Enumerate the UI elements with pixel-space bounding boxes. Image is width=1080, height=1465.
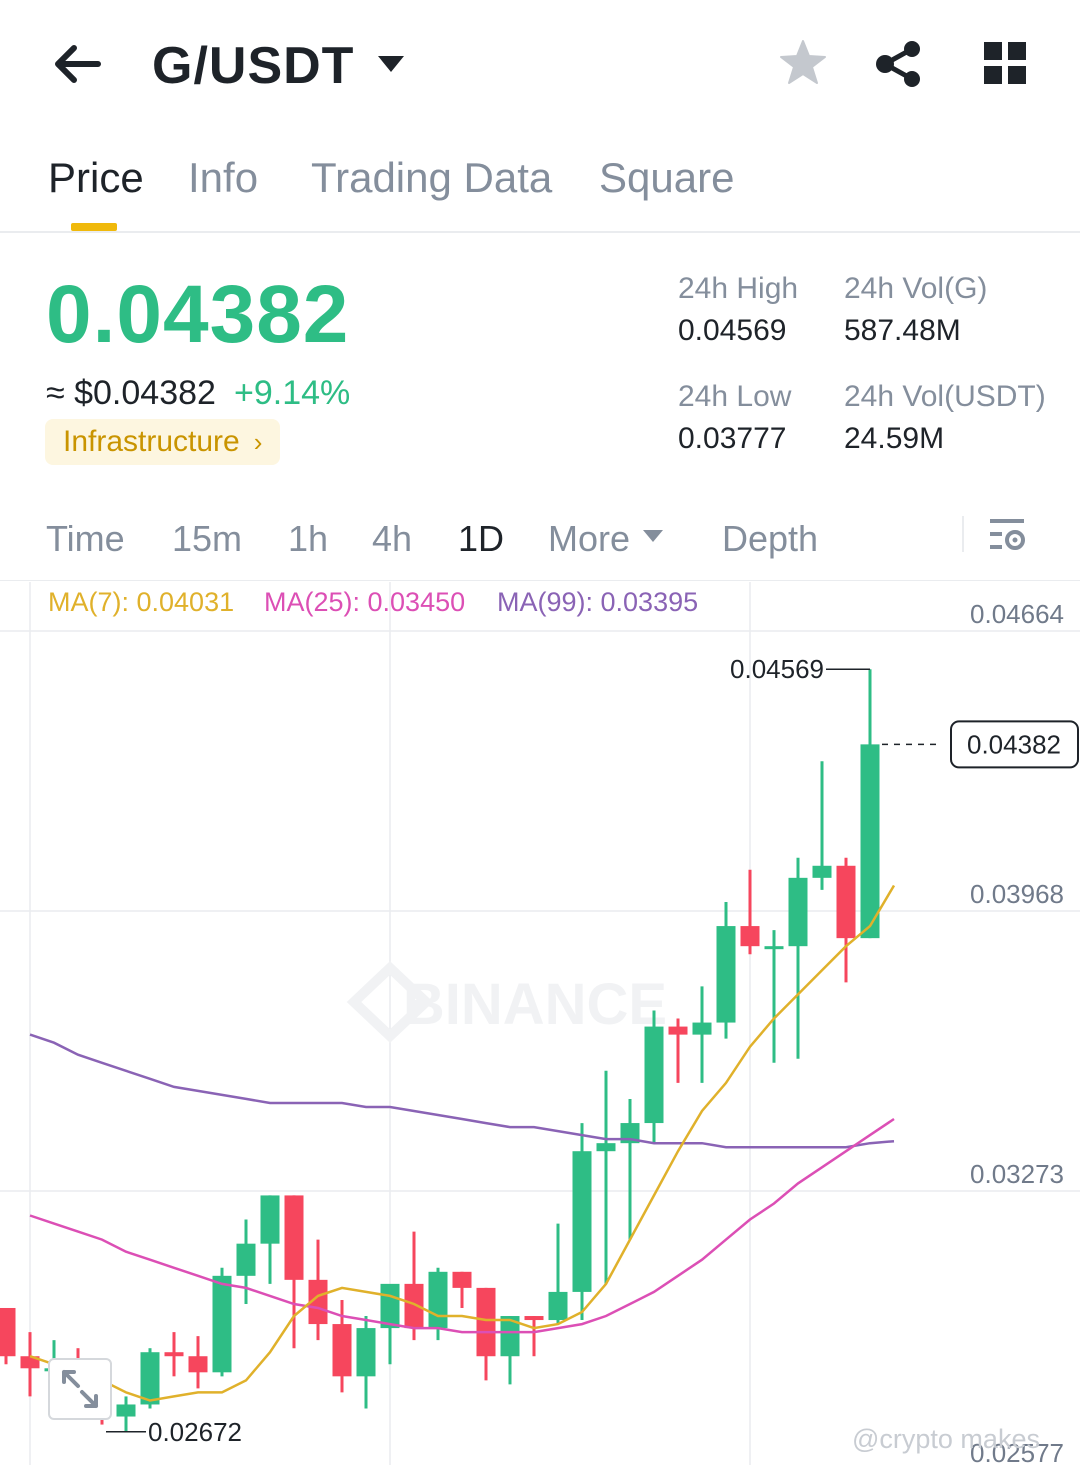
ma7-legend: MA(7): 0.04031 <box>48 587 235 617</box>
candle-body <box>428 1271 448 1329</box>
candles <box>0 669 880 1432</box>
interval-15m[interactable]: 15m <box>172 518 243 559</box>
ma99-legend: MA(99): 0.03395 <box>497 587 699 617</box>
candle-body <box>500 1316 520 1357</box>
candle-body <box>572 1151 592 1292</box>
credit-watermark: @crypto makes <box>852 1424 1040 1454</box>
high-marker-label: 0.04569 <box>730 654 824 684</box>
ma25-legend: MA(25): 0.03450 <box>264 587 466 617</box>
expand-button[interactable] <box>48 1358 112 1420</box>
vol-quote-label: 24h Vol(USDT) <box>844 380 1046 413</box>
candle-body <box>452 1271 472 1288</box>
candle-body <box>284 1195 304 1280</box>
back-button[interactable] <box>48 38 108 90</box>
candle-body <box>20 1356 40 1369</box>
y-axis-label: 0.03273 <box>970 1159 1064 1189</box>
interval-separator <box>962 516 964 552</box>
candle-body <box>692 1022 712 1035</box>
candle-body <box>668 1026 688 1035</box>
candle-body <box>404 1283 424 1329</box>
vol-base-label: 24h Vol(G) <box>844 272 988 305</box>
candle-body <box>812 865 832 878</box>
tab-trading-data[interactable]: Trading Data <box>311 154 553 201</box>
depth-tab[interactable]: Depth <box>722 518 819 559</box>
candle-body <box>860 744 880 939</box>
high-label: 24h High <box>678 272 799 305</box>
low-value: 0.03777 <box>678 422 787 455</box>
candle-body <box>836 865 856 939</box>
vol-quote-value: 24.59M <box>844 422 945 455</box>
pair-title[interactable]: G/USDT <box>152 37 355 95</box>
y-axis: 0.04664 0.03968 0.03273 0.02577 <box>970 599 1064 1465</box>
interval-more[interactable]: More <box>548 518 631 559</box>
tab-square[interactable]: Square <box>599 154 735 201</box>
last-price: 0.04382 <box>46 269 350 360</box>
candle-body <box>740 926 760 947</box>
low-label: 24h Low <box>678 380 792 413</box>
candle-body <box>0 1307 16 1357</box>
vol-base-value: 587.48M <box>844 314 961 347</box>
high-value: 0.04569 <box>678 314 787 347</box>
y-axis-label: 0.04664 <box>970 599 1064 629</box>
grid-icon[interactable] <box>984 42 1026 89</box>
candle-body <box>188 1356 208 1373</box>
caret-down-icon[interactable] <box>642 529 664 548</box>
ma7-line <box>29 884 896 1402</box>
chart-settings-icon[interactable] <box>988 516 1028 561</box>
tab-price[interactable]: Price <box>48 154 144 201</box>
category-tag[interactable]: Infrastructure › <box>45 419 281 465</box>
interval-4h[interactable]: 4h <box>372 518 413 559</box>
star-icon[interactable] <box>778 38 828 93</box>
price-change: +9.14% <box>234 374 351 412</box>
interval-time[interactable]: Time <box>46 518 125 559</box>
candle-body <box>140 1352 160 1405</box>
chart-annotations: 0.04569 0.02672 0.04382 <box>106 654 1079 1447</box>
y-axis-label: 0.03968 <box>970 879 1064 909</box>
candlestick-chart[interactable]: BINANCE 0.04664 0.03968 0.03273 0.02577 0.0… <box>0 582 1080 1465</box>
ma99-line <box>29 1033 895 1149</box>
low-marker-label: 0.02672 <box>148 1417 242 1447</box>
current-price-box <box>950 720 1079 769</box>
candle-body <box>116 1404 136 1417</box>
interval-1d[interactable]: 1D <box>458 518 505 559</box>
tabs-divider <box>0 231 1080 233</box>
caret-down-icon[interactable] <box>376 54 406 79</box>
candle-body <box>332 1324 352 1377</box>
expand-icon <box>62 1370 98 1408</box>
candle-body <box>212 1275 232 1373</box>
candle-body <box>356 1328 376 1377</box>
price-usd: ≈ $0.04382 <box>46 374 216 412</box>
candle-body <box>524 1316 544 1321</box>
chart-watermark: BINANCE <box>403 972 667 1037</box>
candle-body <box>788 877 808 947</box>
category-tag-label: Infrastructure <box>63 425 240 458</box>
interval-divider <box>0 580 1080 581</box>
ma25-line <box>29 1117 895 1334</box>
candle-body <box>164 1352 184 1357</box>
active-tab-indicator <box>71 223 117 231</box>
interval-1h[interactable]: 1h <box>288 518 329 559</box>
candle-body <box>236 1243 256 1276</box>
candle-body <box>644 1026 664 1124</box>
chevron-right-icon: › <box>253 427 263 457</box>
chart-grid <box>0 582 1080 1465</box>
candle-body <box>380 1283 400 1329</box>
candle-body <box>716 926 736 1023</box>
candle-body <box>308 1279 328 1325</box>
share-icon[interactable] <box>874 40 924 93</box>
candle-body <box>260 1195 280 1244</box>
current-price-label: 0.04382 <box>967 729 1061 759</box>
candle-body <box>764 946 784 950</box>
binance-logo-icon <box>346 961 434 1043</box>
candle-body <box>596 1143 616 1152</box>
tab-info[interactable]: Info <box>188 154 259 201</box>
candle-body <box>548 1291 568 1321</box>
y-axis-label: 0.02577 <box>970 1438 1064 1465</box>
candle-body <box>476 1287 496 1357</box>
arrow-left-icon <box>55 45 101 83</box>
